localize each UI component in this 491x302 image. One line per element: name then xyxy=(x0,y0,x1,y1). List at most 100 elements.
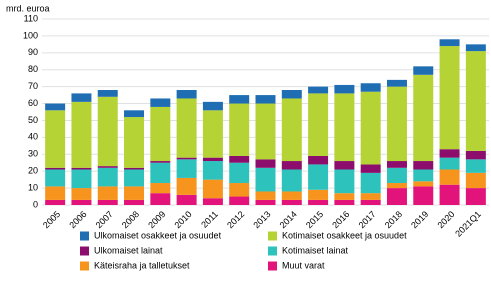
bar-segment xyxy=(465,188,486,205)
bar-segment xyxy=(229,95,250,104)
bar-segment xyxy=(202,179,223,199)
bar-segment xyxy=(45,167,66,170)
bar-segment xyxy=(439,46,460,150)
bar-segment xyxy=(360,83,381,92)
bar-segment xyxy=(308,93,329,156)
y-tick-label: 40 xyxy=(28,132,38,142)
bar-segment xyxy=(176,194,197,205)
bar-segment xyxy=(413,74,434,162)
x-tick-label: 2017 xyxy=(357,209,378,230)
y-tick-label: 50 xyxy=(28,115,38,125)
legend-label: Kotimaiset osakkeet ja osuudet xyxy=(282,230,407,240)
legend-label: Ulkomaiset osakkeet ja osuudet xyxy=(94,230,222,240)
bar-segment xyxy=(229,103,250,156)
legend-swatch xyxy=(80,246,89,256)
bar-segment xyxy=(334,199,355,205)
bar-segment xyxy=(413,186,434,205)
legend-label: Käteisraha ja talletukset xyxy=(94,260,190,270)
bar-segment xyxy=(71,169,92,189)
bar-segment xyxy=(255,167,276,192)
bar-segment xyxy=(97,166,118,168)
bar-segment xyxy=(465,172,486,189)
bar-segment xyxy=(439,184,460,205)
bar-segment xyxy=(360,91,381,165)
bar-segment xyxy=(334,84,355,94)
bar-segment xyxy=(255,191,276,200)
bar-segment xyxy=(308,86,329,94)
bar-segment xyxy=(150,106,171,162)
y-tick-label: 80 xyxy=(28,64,38,74)
bar-segment xyxy=(413,161,434,170)
bar-segment xyxy=(334,169,355,194)
bar-segment xyxy=(281,199,302,205)
bar-segment xyxy=(465,51,486,151)
bar-segment xyxy=(334,93,355,162)
y-tick-label: 10 xyxy=(28,182,38,192)
bar-segment xyxy=(386,86,407,162)
bar-segment xyxy=(413,169,434,182)
bar-segment xyxy=(439,39,460,47)
bar-segment xyxy=(97,199,118,205)
legend-label: Ulkomaiset lainat xyxy=(94,245,163,255)
bar-segment xyxy=(150,161,171,163)
bar-segment xyxy=(176,90,197,99)
bar-segment xyxy=(124,186,145,200)
bar-segment xyxy=(255,159,276,168)
bar-segment xyxy=(97,167,118,187)
y-tick-label: 70 xyxy=(28,81,38,91)
bar-segment xyxy=(150,183,171,194)
legend-swatch xyxy=(80,261,89,271)
x-tick-label: 2021Q1 xyxy=(453,209,483,239)
bar-segment xyxy=(124,199,145,205)
x-tick-label: 2009 xyxy=(146,209,167,230)
bar-segment xyxy=(281,169,302,192)
x-tick-label: 2006 xyxy=(67,209,88,230)
x-tick-label: 2013 xyxy=(251,209,272,230)
bar-segment xyxy=(150,193,171,205)
legend-swatch xyxy=(268,246,277,256)
bar-segment xyxy=(202,157,223,162)
bar-segment xyxy=(45,186,66,200)
bar-segment xyxy=(45,103,66,111)
bar-segment xyxy=(229,183,250,197)
bar-segment xyxy=(360,172,381,194)
bar-segment xyxy=(386,183,407,189)
y-tick-label: 100 xyxy=(23,30,38,40)
bar-segment xyxy=(229,155,250,163)
bar-segment xyxy=(386,167,407,184)
x-tick-label: 2010 xyxy=(172,209,193,230)
bar-segment xyxy=(308,189,329,200)
x-tick-label: 2011 xyxy=(199,209,220,230)
y-tick-label: 30 xyxy=(28,149,38,159)
bar-segment xyxy=(202,110,223,158)
bar-segment xyxy=(124,167,145,170)
bar-segment xyxy=(439,169,460,185)
bar-segment xyxy=(176,177,197,195)
bar-segment xyxy=(45,169,66,187)
x-tick-label: 2012 xyxy=(225,209,246,230)
bar-segment xyxy=(281,90,302,99)
bar-segment xyxy=(386,188,407,205)
x-tick-label: 2014 xyxy=(278,209,299,230)
bar-segment xyxy=(465,44,486,52)
bar-segment xyxy=(386,79,407,87)
bar-segment xyxy=(229,196,250,205)
bar-segment xyxy=(71,167,92,170)
y-tick-label: 60 xyxy=(28,98,38,108)
bar-segment xyxy=(386,161,407,168)
bar-segment xyxy=(255,103,276,160)
x-tick-label: 2020 xyxy=(435,209,456,230)
bar-segment xyxy=(229,162,250,184)
bar-segment xyxy=(360,164,381,173)
bar-segment xyxy=(308,199,329,205)
bar-segment xyxy=(150,162,171,184)
x-tick-label: 2008 xyxy=(120,209,141,230)
bar-segment xyxy=(71,199,92,205)
legend-swatch xyxy=(268,261,277,271)
bar-segment xyxy=(281,98,302,162)
bar-segment xyxy=(124,110,145,118)
bar-segment xyxy=(202,198,223,205)
bar-segment xyxy=(71,188,92,200)
bar-segment xyxy=(308,155,329,165)
